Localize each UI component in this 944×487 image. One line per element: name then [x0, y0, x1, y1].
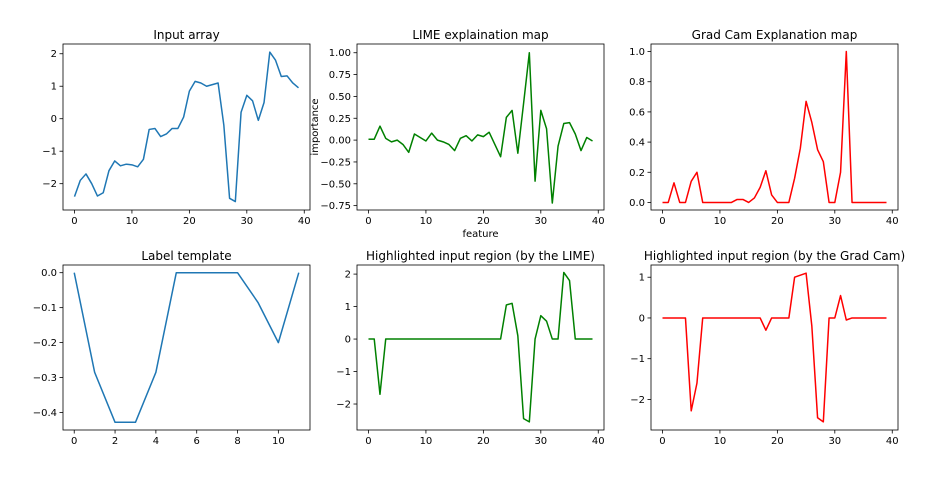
y-tick-label: −1: [336, 367, 351, 378]
x-tick-label: 10: [126, 216, 139, 227]
subplot-6: 0 10 20 30 40 −2 −1 0 1 Highlighted input region …: [630, 249, 905, 447]
y-tick-label: −1: [42, 147, 57, 158]
y-tick-label: 1: [345, 302, 351, 313]
x-tick-label: 10: [420, 216, 433, 227]
subplot-5: 0 10 20 30 40 −2 −1 0 1 2 Highlighted input region…: [336, 249, 604, 447]
x-tick-label: 10: [272, 436, 285, 447]
chart-title: LIME explaination map: [412, 28, 548, 42]
y-tick-label: −2: [336, 400, 351, 411]
y-tick-label: −0.25: [320, 157, 351, 168]
chart-title: Grad Cam Explanation map: [692, 28, 858, 42]
x-tick-label: 30: [240, 216, 253, 227]
x-tick-label: 0: [365, 436, 371, 447]
axes-frame: [356, 264, 605, 431]
y-axis-label: importance: [310, 98, 321, 155]
x-tick-label: 10: [714, 216, 727, 227]
series-line-1: [662, 272, 887, 423]
x-tick-label: 40: [886, 216, 899, 227]
series-line-1: [662, 50, 887, 204]
series-line-1: [368, 271, 593, 423]
y-tick-label: 1: [639, 273, 645, 284]
y-tick-label: 0.8: [629, 77, 645, 88]
x-tick-label: 40: [592, 216, 605, 227]
x-tick-label: 8: [234, 436, 240, 447]
x-tick-label: 10: [420, 436, 433, 447]
y-tick-label: 0: [639, 313, 645, 324]
subplot-3: 0 10 20 30 40 0.0 0.2 0.4 0.6 0.8 1.0 Grad Cam Expl…: [629, 28, 899, 227]
y-tick-label: −2: [630, 395, 645, 406]
x-tick-label: 40: [592, 436, 605, 447]
x-tick-label: 0: [659, 436, 665, 447]
axes-frame: [356, 43, 605, 211]
y-tick-label: −1: [630, 354, 645, 365]
x-tick-label: 20: [771, 436, 784, 447]
chart-title: Input array: [153, 28, 219, 42]
y-tick-label: 0: [51, 114, 57, 125]
chart-title: Highlighted input region (by the Grad Ca…: [644, 249, 905, 263]
series-line-1: [368, 51, 593, 204]
axes-frame: [650, 43, 899, 211]
x-tick-label: 40: [886, 436, 899, 447]
y-tick-label: −0.50: [320, 179, 351, 190]
x-tick-label: 40: [298, 216, 311, 227]
series-line-1: [73, 51, 299, 203]
x-tick-label: 20: [183, 216, 196, 227]
y-tick-label: −2: [42, 179, 57, 190]
y-tick-label: 1.0: [629, 47, 645, 58]
x-tick-label: 0: [365, 216, 371, 227]
x-tick-label: 0: [71, 216, 77, 227]
x-tick-label: 20: [477, 216, 490, 227]
x-tick-label: 2: [112, 436, 118, 447]
y-tick-label: 0.0: [629, 198, 645, 209]
y-tick-label: 2: [345, 270, 351, 281]
x-tick-label: 30: [534, 436, 547, 447]
x-tick-label: 30: [828, 216, 841, 227]
series-line-1: [73, 271, 300, 424]
y-tick-label: 0.4: [629, 138, 645, 149]
axes-frame: [62, 43, 311, 211]
x-tick-label: 0: [71, 436, 77, 447]
y-tick-label: 0.6: [629, 107, 645, 118]
x-tick-label: 0: [659, 216, 665, 227]
chart-title: Highlighted input region (by the LIME): [366, 249, 595, 263]
x-tick-label: 30: [534, 216, 547, 227]
chart-title: Label template: [141, 249, 231, 263]
y-tick-label: −0.4: [33, 408, 57, 419]
x-tick-label: 30: [828, 436, 841, 447]
y-tick-label: −0.75: [320, 201, 351, 212]
y-tick-label: 1.00: [329, 48, 351, 59]
y-tick-label: 0.50: [329, 92, 351, 103]
axes-frame: [62, 264, 311, 431]
subplot-1: 0 10 20 30 40 −2 −1 0 1 2 Input array: [42, 28, 310, 227]
x-tick-label: 4: [153, 436, 159, 447]
x-tick-label: 20: [477, 436, 490, 447]
axes-frame: [650, 264, 899, 431]
y-tick-label: −0.2: [33, 338, 57, 349]
y-tick-label: 0: [345, 335, 351, 346]
y-tick-label: −0.3: [33, 373, 57, 384]
subplot-4: 0 2 4 6 8 10 −0.4 −0.3 −0.2 −0.1 0.0 Label template: [33, 249, 311, 447]
x-axis-label: feature: [462, 229, 498, 240]
subplot-2: 0 10 20 30 40 −0.75 −0.50 −0.25 0.00 0.25 0.50 0.75…: [310, 28, 605, 240]
x-tick-label: 6: [194, 436, 200, 447]
y-tick-label: 0.0: [41, 268, 57, 279]
x-tick-label: 20: [771, 216, 784, 227]
y-tick-label: 2: [51, 49, 57, 60]
x-tick-label: 10: [714, 436, 727, 447]
y-tick-label: −0.1: [33, 303, 57, 314]
y-tick-label: 0.00: [329, 136, 351, 147]
y-tick-label: 1: [51, 82, 57, 93]
y-tick-label: 0.25: [329, 114, 351, 125]
y-tick-label: 0.75: [329, 70, 351, 81]
y-tick-label: 0.2: [629, 168, 645, 179]
